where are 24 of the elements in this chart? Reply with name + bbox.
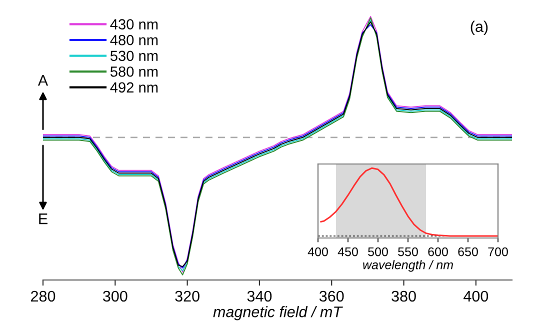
- x-axis-title: wavelength / nm: [363, 260, 453, 272]
- annotation: A: [38, 75, 48, 86]
- x-axis-title: magnetic field / mT: [213, 306, 343, 320]
- x-tick-label: 600: [428, 247, 448, 256]
- x-tick-label: 450: [338, 247, 358, 256]
- x-tick-label: 650: [458, 247, 478, 256]
- x-tick-label: 320: [175, 290, 200, 302]
- x-tick-label: 400: [308, 247, 328, 256]
- annotation: E: [39, 214, 48, 224]
- annotation: (a): [470, 20, 488, 36]
- x-tick-label: 500: [368, 247, 388, 256]
- legend-label: 430 nm: [110, 19, 158, 30]
- x-tick-label: 360: [319, 290, 344, 302]
- legend-label: 480 nm: [110, 34, 158, 46]
- x-tick-label: 340: [247, 290, 272, 302]
- legend-label: 492 nm: [110, 82, 158, 93]
- x-tick-label: 300: [102, 290, 128, 302]
- x-tick-label: 400: [464, 290, 488, 302]
- x-tick-label: 280: [31, 290, 56, 302]
- legend-label: 530 nm: [110, 50, 158, 62]
- x-tick-label: 700: [488, 247, 508, 256]
- x-tick-label: 380: [392, 290, 416, 302]
- legend-label: 580 nm: [110, 66, 158, 77]
- x-tick-label: 550: [398, 247, 418, 256]
